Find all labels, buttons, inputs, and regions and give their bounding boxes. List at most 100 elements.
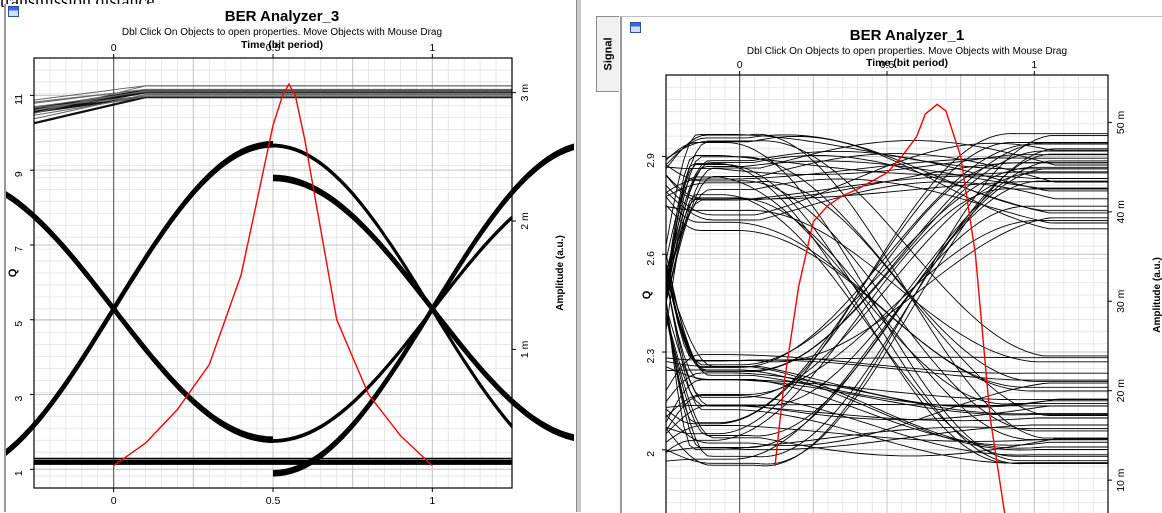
y2-tick-label: 40 m	[1115, 200, 1127, 224]
y2-tick-label: 2 m	[519, 212, 531, 230]
x-axis-label: Time (bit period)	[241, 39, 323, 51]
eye-trace	[665, 162, 1108, 201]
x-tick-label: 0.5	[880, 59, 895, 71]
eye-traces	[665, 133, 1108, 467]
y-axis-label: Q	[7, 268, 19, 277]
eye-trace	[665, 382, 1108, 447]
x-tick-label-bottom: 0	[111, 495, 117, 507]
eye-trace	[665, 196, 1108, 388]
y2-tick-label: 20 m	[1115, 379, 1127, 403]
eye-traces	[6, 85, 574, 477]
eye-trace-falling	[272, 174, 574, 437]
eye-trace	[665, 174, 1108, 441]
eye-trace	[665, 262, 1108, 407]
eye-trace-top	[33, 90, 512, 111]
q-factor-curve	[113, 82, 433, 467]
eye-trace	[665, 135, 1108, 230]
eye-trace	[665, 181, 1108, 299]
x-tick-label: 0.5	[266, 42, 281, 54]
eye-trace	[665, 262, 1108, 362]
y-tick-label: 1	[13, 470, 25, 476]
y2-axis-label: Amplitude (a.u.)	[555, 235, 566, 311]
y-tick-label: 2	[645, 451, 657, 457]
eye-trace	[665, 133, 1108, 439]
y-tick-label: 9	[13, 171, 25, 177]
eye-trace	[665, 354, 1108, 391]
eye-trace	[665, 181, 1108, 416]
eye-trace	[665, 316, 1108, 457]
eye-trace	[665, 372, 1108, 415]
y-tick-label: 2.3	[645, 349, 657, 364]
eye-trace	[665, 150, 1108, 373]
eye-trace	[665, 176, 1108, 405]
chart-title: BER Analyzer_3	[225, 8, 340, 25]
y-tick-label: 5	[13, 321, 25, 327]
eye-trace-top	[33, 96, 512, 125]
eye-trace-top	[33, 94, 512, 120]
chart-subtitle: Dbl Click On Objects to open properties.…	[122, 27, 442, 38]
eye-trace	[665, 150, 1108, 274]
eye-trace	[665, 134, 1108, 212]
eye-trace-top	[33, 95, 512, 109]
x-tick-label-bottom: 1	[429, 495, 435, 507]
y-tick-label: 2.9	[645, 153, 657, 168]
x-tick-label: 1	[1031, 59, 1037, 71]
tab-signal-label: Signal	[602, 37, 615, 71]
x-tick-label: 0	[111, 42, 117, 54]
eye-trace	[665, 140, 1108, 302]
eye-trace	[665, 205, 1108, 462]
y-tick-label: 7	[13, 246, 25, 252]
eye-trace	[665, 140, 1108, 357]
x-tick-label: 0	[737, 59, 743, 71]
window-icon[interactable]	[630, 22, 641, 33]
eye-trace	[665, 134, 1108, 467]
x-axis-label: Time (bit period)	[866, 57, 948, 69]
chart-subtitle: Dbl Click On Objects to open properties.…	[747, 46, 1067, 57]
pane-splitter[interactable]	[576, 0, 581, 512]
eye-trace-top	[33, 96, 512, 116]
eye-trace	[665, 157, 1108, 193]
eye-trace-arc-bottom	[33, 217, 513, 443]
ber-analyzer-1-chart: BER Analyzer_1 Dbl Click On Objects to op…	[641, 27, 1162, 513]
y2-tick-label: 1 m	[519, 340, 531, 358]
eye-trace	[665, 181, 1108, 221]
tab-signal[interactable]: Signal	[596, 16, 619, 92]
window-icon[interactable]	[8, 6, 19, 17]
eye-trace	[665, 194, 1108, 457]
eye-trace	[665, 298, 1108, 450]
eye-trace	[665, 141, 1108, 424]
eye-trace	[665, 178, 1108, 286]
y2-tick-label: 30 m	[1115, 289, 1127, 313]
eye-trace	[665, 404, 1108, 408]
eye-trace	[665, 153, 1108, 458]
y-tick-label: 3	[13, 395, 25, 401]
eye-trace	[665, 133, 1108, 435]
eye-trace	[665, 164, 1108, 432]
ber-analyzer-3-panel: BER Analyzer_3 Dbl Click On Objects to op…	[4, 4, 574, 512]
eye-trace	[665, 166, 1108, 366]
eye-trace-top	[33, 91, 512, 114]
eye-trace	[665, 188, 1108, 453]
eye-trace	[665, 309, 1108, 451]
eye-trace	[665, 153, 1108, 303]
eye-trace-falling	[6, 191, 274, 439]
eye-trace	[665, 172, 1108, 398]
ber-analyzer-3-chart: BER Analyzer_3 Dbl Click On Objects to op…	[6, 8, 574, 507]
eye-trace	[665, 366, 1108, 446]
eye-trace	[665, 360, 1108, 449]
y-tick-label: 2.6	[645, 251, 657, 266]
x-tick-label-bottom: 0.5	[266, 495, 281, 507]
y2-axis-label: Amplitude (a.u.)	[1152, 257, 1162, 333]
eye-trace	[665, 142, 1108, 371]
y-tick-label: 11	[13, 94, 25, 105]
eye-trace-top	[33, 85, 512, 101]
x-tick-label: 1	[429, 42, 435, 54]
chart-title: BER Analyzer_1	[850, 27, 965, 44]
ber-analyzer-1-panel: BER Analyzer_1 Dbl Click On Objects to op…	[620, 16, 1162, 513]
eye-trace	[665, 276, 1108, 464]
y2-tick-label: 50 m	[1115, 110, 1127, 134]
q-factor-curve	[774, 103, 1006, 513]
eye-trace	[665, 160, 1108, 298]
y2-tick-label: 10 m	[1115, 468, 1127, 492]
y-axis-label: Q	[641, 290, 653, 299]
